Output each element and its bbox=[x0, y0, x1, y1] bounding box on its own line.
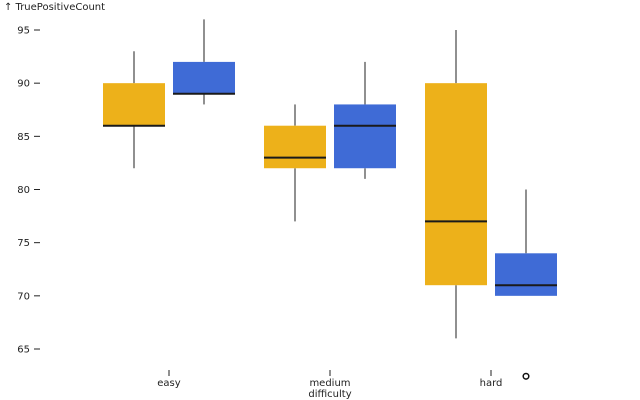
x-axis-title-line-1: medium bbox=[309, 378, 350, 389]
boxes bbox=[103, 19, 557, 339]
box-body bbox=[264, 125, 326, 169]
x-tick-label: hard bbox=[480, 378, 503, 389]
box-body bbox=[495, 253, 557, 296]
box-body bbox=[334, 104, 396, 169]
y-tick-label: 75 bbox=[17, 238, 30, 249]
y-tick-label: 80 bbox=[17, 185, 30, 196]
outliers bbox=[522, 372, 530, 380]
box-series-1-hard bbox=[425, 30, 487, 339]
box-series-1-medium bbox=[264, 104, 326, 222]
box-series-2-easy bbox=[173, 19, 235, 105]
y-tick-label: 90 bbox=[17, 79, 30, 90]
box-body bbox=[425, 83, 487, 286]
y-axis: 65 70 75 80 85 90 95 bbox=[17, 26, 40, 356]
box-body bbox=[103, 83, 165, 126]
y-axis-title: ↑ TruePositiveCount bbox=[4, 2, 105, 13]
outlier-point bbox=[522, 372, 530, 380]
x-tick-label: easy bbox=[157, 378, 180, 389]
box-series-2-medium bbox=[334, 61, 396, 179]
box-series-2-hard bbox=[495, 189, 557, 296]
y-tick-label: 65 bbox=[17, 345, 30, 356]
x-axis: easy hard bbox=[157, 370, 502, 389]
y-tick-label: 70 bbox=[17, 291, 30, 302]
box-body bbox=[173, 61, 235, 94]
box-series-1-easy bbox=[103, 51, 165, 169]
x-axis-title-line-2: difficulty bbox=[308, 389, 351, 400]
y-tick-label: 95 bbox=[17, 26, 30, 37]
y-tick-label: 85 bbox=[17, 132, 30, 143]
